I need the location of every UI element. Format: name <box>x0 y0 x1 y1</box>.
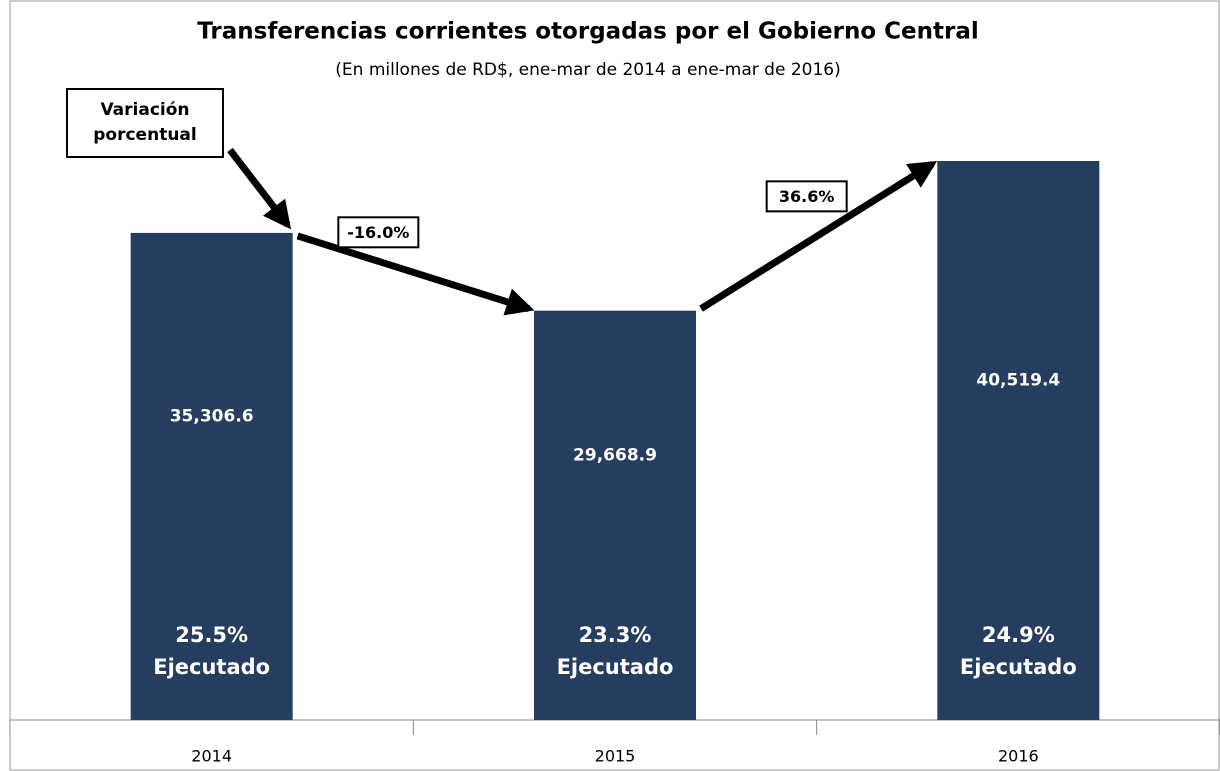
executed-text: Ejecutado <box>557 655 674 679</box>
frame <box>9 0 1220 771</box>
executed-label: 24.9% <box>982 623 1055 647</box>
executed-label: 23.3% <box>579 623 652 647</box>
arrow <box>699 161 938 312</box>
chart-title: Transferencias corrientes otorgadas por … <box>197 19 978 45</box>
executed-text: Ejecutado <box>960 655 1077 679</box>
annotation: Variación porcentual <box>66 88 224 158</box>
x-tick-label: 2016 <box>998 747 1039 766</box>
arrow <box>227 147 292 230</box>
bar <box>534 310 696 720</box>
chart-subtitle: (En millones de RD$, ene-mar de 2014 a e… <box>335 60 840 80</box>
value-label: 35,306.6 <box>170 406 254 426</box>
executed-text: Ejecutado <box>153 655 270 679</box>
bar <box>937 161 1100 720</box>
change-label: 36.6% <box>779 187 835 206</box>
x-tick-label: 2015 <box>595 747 636 766</box>
change-box <box>765 180 848 213</box>
change-label: -16.0% <box>347 223 409 242</box>
value-label: 29,668.9 <box>573 445 657 465</box>
arrow <box>296 232 535 316</box>
bar <box>130 232 293 720</box>
change-box <box>337 216 420 249</box>
x-tick-label: 2014 <box>191 747 232 766</box>
value-label: 40,519.4 <box>976 371 1060 391</box>
executed-label: 25.5% <box>175 623 248 647</box>
